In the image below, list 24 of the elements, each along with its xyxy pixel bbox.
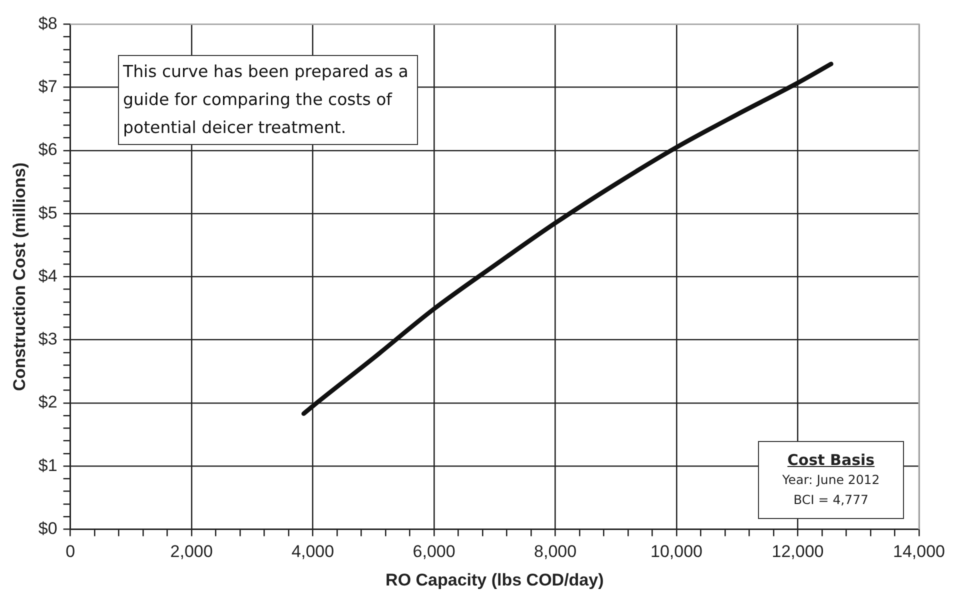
x-tick-label: 2,000 bbox=[170, 542, 213, 562]
y-tick-label: $6 bbox=[38, 140, 58, 160]
y-axis-title: Construction Cost (millions) bbox=[10, 162, 29, 391]
x-tick-label: 0 bbox=[66, 542, 76, 562]
annotation: BCI = 4,777 bbox=[792, 491, 870, 509]
x-tick-label: 10,000 bbox=[650, 542, 703, 562]
y-tick-label: $2 bbox=[38, 392, 58, 412]
y-tick-label: $5 bbox=[38, 203, 58, 222]
text-box: This curve has been prepared as a guide for comparing the costs of potential deicer treatment. bbox=[118, 55, 418, 145]
annotation: Year: June 2012 bbox=[781, 471, 881, 489]
annotation: Cost Basis bbox=[786, 450, 876, 470]
y-tick-label: $4 bbox=[38, 266, 58, 286]
y-tick-label: $1 bbox=[38, 456, 58, 475]
text-box: Cost Basis Year: June 2012 BCI = 4,777 bbox=[758, 441, 904, 519]
y-tick-label: $3 bbox=[38, 330, 58, 349]
x-tick-label: 8,000 bbox=[534, 542, 577, 562]
y-tick-label: $7 bbox=[38, 77, 58, 96]
y-tick-label: $0 bbox=[38, 518, 58, 538]
x-tick-label: 4,000 bbox=[292, 542, 334, 562]
x-tick-label: 14,000 bbox=[893, 542, 945, 562]
x-axis-title: RO Capacity (lbs COD/day) bbox=[386, 570, 604, 590]
x-tick-label: 12,000 bbox=[772, 542, 824, 562]
x-tick-label: 6,000 bbox=[412, 542, 456, 562]
y-tick-label: $8 bbox=[38, 14, 58, 33]
